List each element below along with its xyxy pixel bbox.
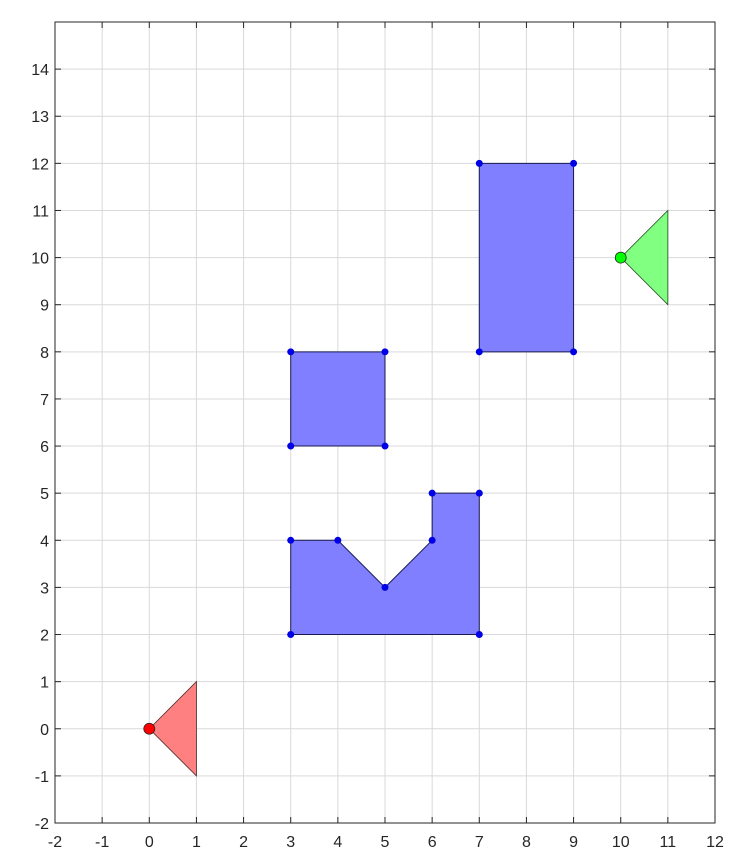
- obstacle-vertex: [429, 537, 436, 544]
- y-tick-label: 12: [31, 156, 49, 173]
- x-tick-label: 2: [239, 834, 248, 851]
- y-tick-label: 10: [31, 251, 49, 268]
- start-triangle: [149, 682, 196, 776]
- plot-area: [144, 160, 668, 776]
- obstacle-vertex: [287, 537, 294, 544]
- obstacle-vertex: [476, 631, 483, 638]
- y-tick-label: 13: [31, 109, 49, 126]
- y-tick-label: 2: [40, 628, 49, 645]
- y-tick-label: 6: [40, 439, 49, 456]
- obstacle-vertex: [287, 348, 294, 355]
- y-tick-label: 1: [40, 675, 49, 692]
- obstacle-vertex: [287, 443, 294, 450]
- obstacle-vertex: [429, 490, 436, 497]
- x-tick-label: 5: [381, 834, 390, 851]
- x-tick-label: 3: [286, 834, 295, 851]
- y-tick-label: 4: [40, 533, 49, 550]
- y-tick-label: 11: [32, 203, 49, 220]
- y-tick-label: 9: [40, 298, 49, 315]
- y-tick-label: 0: [40, 722, 49, 739]
- x-tick-label: 11: [660, 834, 677, 851]
- y-tick-label: 5: [40, 486, 49, 503]
- goal-point: [615, 252, 626, 263]
- x-tick-label: -1: [95, 834, 109, 851]
- x-tick-label: 7: [475, 834, 484, 851]
- x-tick-label: 1: [192, 834, 201, 851]
- obstacle-vertex: [382, 443, 389, 450]
- obstacle-vertex: [382, 584, 389, 591]
- x-tick-label: 4: [333, 834, 342, 851]
- y-tick-label: -2: [35, 816, 49, 833]
- y-tick-label: -1: [35, 769, 49, 786]
- obstacle-vertex: [570, 348, 577, 355]
- y-tick-label: 14: [31, 62, 49, 79]
- obstacle-vertex: [570, 160, 577, 167]
- x-tick-label: 10: [612, 834, 630, 851]
- obstacle-vertex: [476, 490, 483, 497]
- obstacle-polygon-1: [291, 352, 385, 446]
- obstacle-vertex: [287, 631, 294, 638]
- y-tick-label: 7: [40, 392, 49, 409]
- y-tick-label: 8: [40, 345, 49, 362]
- obstacle-vertex: [334, 537, 341, 544]
- x-tick-label: 6: [428, 834, 437, 851]
- obstacle-polygon-2: [479, 163, 573, 351]
- x-tick-labels: -2 -1 0 1 2 3 4 5 6 7 8 9 10 11 12: [48, 834, 724, 851]
- x-tick-label: -2: [48, 834, 62, 851]
- start-point: [144, 723, 155, 734]
- y-tick-label: 3: [40, 580, 49, 597]
- obstacle-vertex: [382, 348, 389, 355]
- obstacle-vertex: [476, 348, 483, 355]
- obstacle-vertex: [476, 160, 483, 167]
- x-tick-label: 8: [522, 834, 531, 851]
- x-tick-label: 12: [706, 834, 724, 851]
- goal-triangle: [621, 210, 668, 304]
- x-tick-label: 0: [145, 834, 154, 851]
- x-tick-label: 9: [569, 834, 578, 851]
